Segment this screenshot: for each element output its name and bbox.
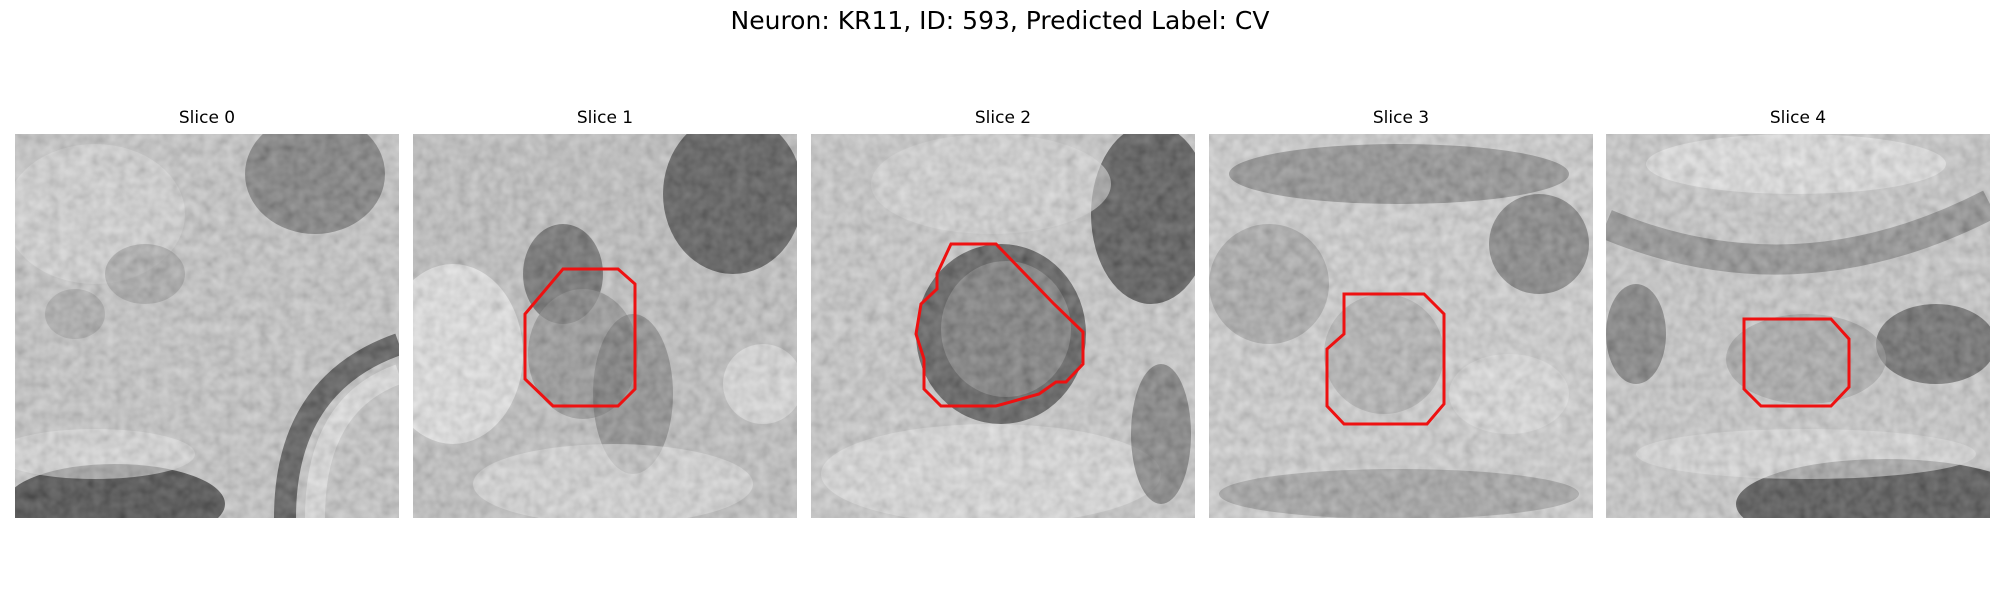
slice-image	[15, 134, 399, 518]
slice-image	[1606, 134, 1990, 518]
slice-image	[811, 134, 1195, 518]
figure-title: Neuron: KR11, ID: 593, Predicted Label: …	[730, 6, 1270, 35]
slice-title: Slice 1	[576, 108, 634, 128]
slice-title: Slice 2	[974, 108, 1032, 128]
slice-image	[413, 134, 797, 518]
roi-outline	[1742, 317, 1851, 408]
roi-outline	[1325, 292, 1446, 426]
slice-title: Slice 3	[1372, 108, 1430, 128]
slice-title: Slice 0	[178, 108, 236, 128]
slice-title: Slice 4	[1769, 108, 1827, 128]
roi-outline	[914, 242, 1085, 408]
slice-image	[1209, 134, 1593, 518]
roi-outline	[523, 267, 637, 408]
